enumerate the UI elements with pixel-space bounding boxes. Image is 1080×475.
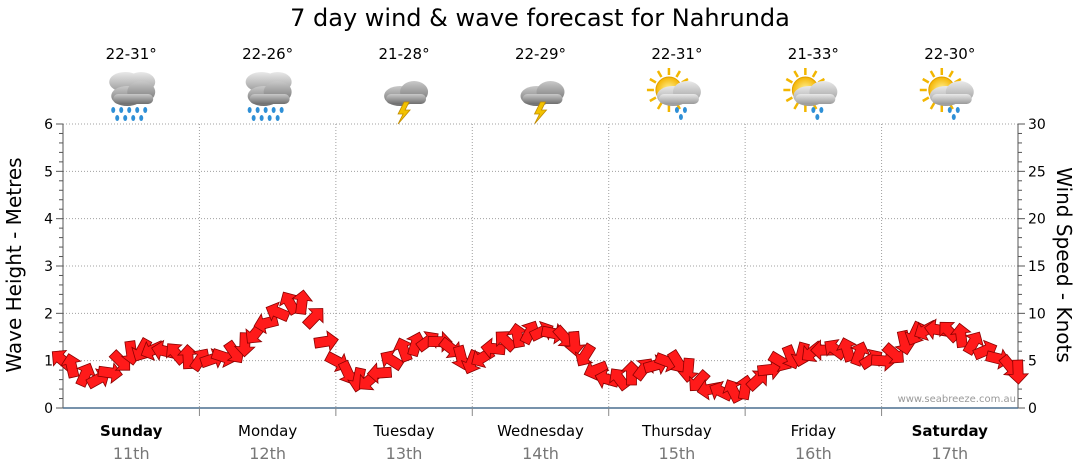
y-axis-title: Wave Height - Metres <box>2 157 26 372</box>
wind-arrow <box>380 349 405 372</box>
day-name: Sunday <box>100 422 163 440</box>
weather-icons <box>109 68 974 125</box>
wind-arrow <box>265 301 291 323</box>
storm-icon <box>520 81 565 125</box>
chart-grid <box>63 123 1018 408</box>
wind-arrow <box>962 331 984 356</box>
day-date: 17th <box>931 444 968 463</box>
y2-tick-label: 0 <box>1028 401 1037 417</box>
day-name: Wednesday <box>497 422 584 440</box>
temperature-range: 22-30° <box>924 45 975 63</box>
wind-arrow <box>60 353 82 379</box>
sun-shower-icon <box>646 68 701 120</box>
rain-icon <box>245 72 292 121</box>
wind-arrow <box>563 330 586 357</box>
y-tick-label: 4 <box>44 212 53 228</box>
wind-arrow <box>291 289 314 315</box>
chart-axes: 0 1 2 3 4 5 6 0 5 10 15 20 25 30 <box>44 117 1046 417</box>
day-name: Thursday <box>641 422 712 440</box>
temperature-range: 21-33° <box>788 45 839 63</box>
y-tick-label: 0 <box>44 401 53 417</box>
day-date: 16th <box>795 444 832 463</box>
day-name: Friday <box>791 422 837 440</box>
credit-text: www.seabreeze.com.au <box>898 394 1016 405</box>
y2-tick-label: 10 <box>1028 306 1046 322</box>
day-date: 11th <box>113 444 150 463</box>
wind-arrow <box>97 362 123 384</box>
y-tick-label: 3 <box>44 259 53 275</box>
temperature-range: 21-28° <box>379 45 430 63</box>
temperature-range: 22-29° <box>515 45 566 63</box>
rain-icon <box>109 72 156 121</box>
y2-axis-title: Wind Speed - Knots <box>1052 167 1076 363</box>
day-date: 14th <box>522 444 559 463</box>
wind-arrow <box>506 322 528 349</box>
y2-tick-label: 20 <box>1028 212 1046 228</box>
y2-tick-label: 25 <box>1028 164 1046 180</box>
day-labels: Sunday 11th Monday 12th Tuesday 13th Wednesday… <box>100 422 988 463</box>
wind-arrow <box>620 360 643 386</box>
temperature-range: 22-26° <box>242 45 293 63</box>
wind-series <box>51 289 1030 404</box>
day-name: Saturday <box>912 422 989 440</box>
wind-arrow <box>677 357 699 383</box>
day-date: 13th <box>386 444 423 463</box>
wind-arrow <box>1007 359 1030 385</box>
y-tick-label: 2 <box>44 306 53 322</box>
day-date: 12th <box>249 444 286 463</box>
wind-arrow <box>574 342 597 367</box>
wind-arrow <box>881 342 904 364</box>
wind-arrow <box>75 362 96 388</box>
temperature-row: 22-31° 22-26° 21-28° 22-29° 22-31° 21-33° 22-3… <box>106 45 976 63</box>
day-date: 15th <box>659 444 696 463</box>
sun-shower-icon <box>919 68 974 120</box>
temperature-range: 22-31° <box>106 45 157 63</box>
wind-arrow <box>392 337 414 363</box>
wind-arrow <box>313 330 339 352</box>
wind-arrow <box>745 370 768 393</box>
temperature-range: 22-31° <box>651 45 702 63</box>
y2-tick-label: 30 <box>1028 117 1046 133</box>
wind-arrow <box>301 308 324 330</box>
y2-tick-label: 15 <box>1028 259 1046 275</box>
chart-title: 7 day wind & wave forecast for Nahrunda <box>290 4 790 32</box>
day-name: Monday <box>238 422 297 440</box>
day-name: Tuesday <box>373 422 435 440</box>
storm-icon <box>384 81 429 125</box>
y2-tick-label: 5 <box>1028 354 1037 370</box>
sun-rain-icon <box>783 68 838 120</box>
y-tick-label: 1 <box>44 354 53 370</box>
wind-arrow <box>366 362 393 385</box>
y-tick-label: 6 <box>44 117 53 133</box>
y-tick-label: 5 <box>44 164 53 180</box>
